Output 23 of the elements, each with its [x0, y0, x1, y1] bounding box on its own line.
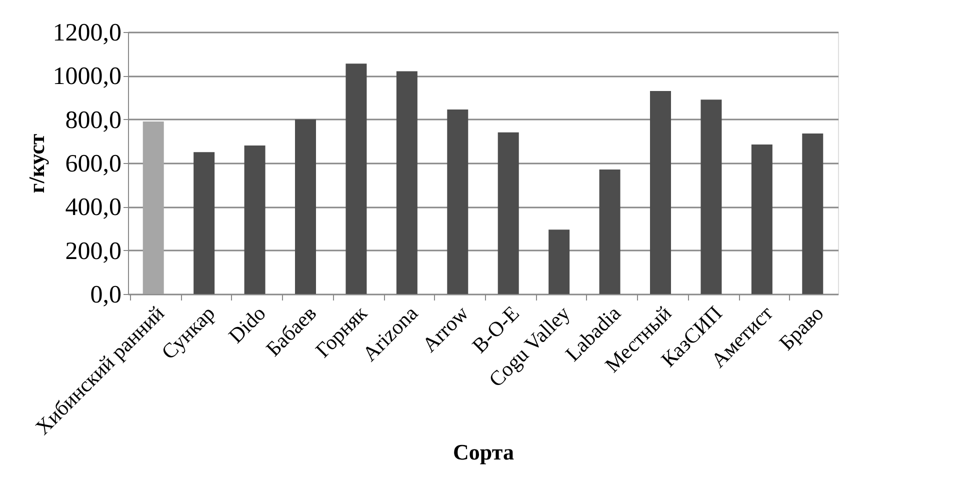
bar: [447, 110, 468, 294]
bar: [396, 71, 418, 294]
y-tick-label: 800,0: [65, 106, 122, 134]
bar: [548, 230, 570, 294]
x-axis-title: Сорта: [453, 440, 514, 465]
bar: [244, 146, 266, 294]
bar: [498, 132, 519, 294]
bar: [751, 144, 772, 294]
y-tick-label: 600,0: [65, 150, 122, 178]
bar: [346, 64, 367, 294]
y-axis-title: г/куст: [24, 134, 49, 194]
bar: [142, 122, 164, 294]
y-tick-label: 400,0: [65, 194, 122, 222]
bar: [194, 152, 215, 294]
bar: [599, 170, 620, 294]
y-tick-label: 1000,0: [52, 63, 122, 90]
y-tick-label: 200,0: [65, 238, 122, 265]
bar: [700, 100, 722, 294]
bar: [295, 119, 316, 294]
bar: [802, 134, 824, 294]
y-tick-label: 1200,0: [52, 20, 122, 46]
bar: [650, 90, 671, 294]
y-tick-label: 0,0: [90, 282, 122, 308]
